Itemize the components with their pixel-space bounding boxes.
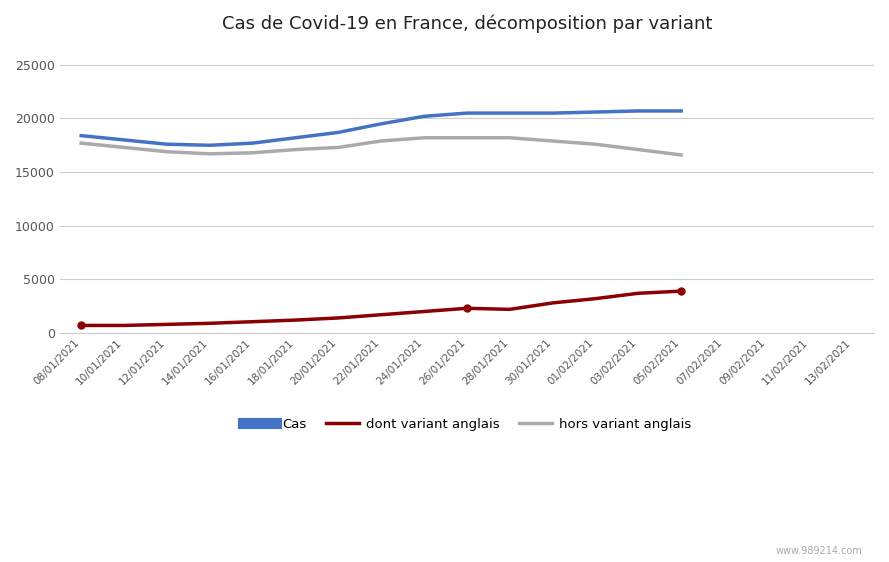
Text: www.989214.com: www.989214.com — [775, 546, 862, 556]
Legend: Cas, dont variant anglais, hors variant anglais: Cas, dont variant anglais, hors variant … — [237, 413, 696, 437]
Title: Cas de Covid-19 en France, décomposition par variant: Cas de Covid-19 en France, décomposition… — [221, 15, 712, 34]
